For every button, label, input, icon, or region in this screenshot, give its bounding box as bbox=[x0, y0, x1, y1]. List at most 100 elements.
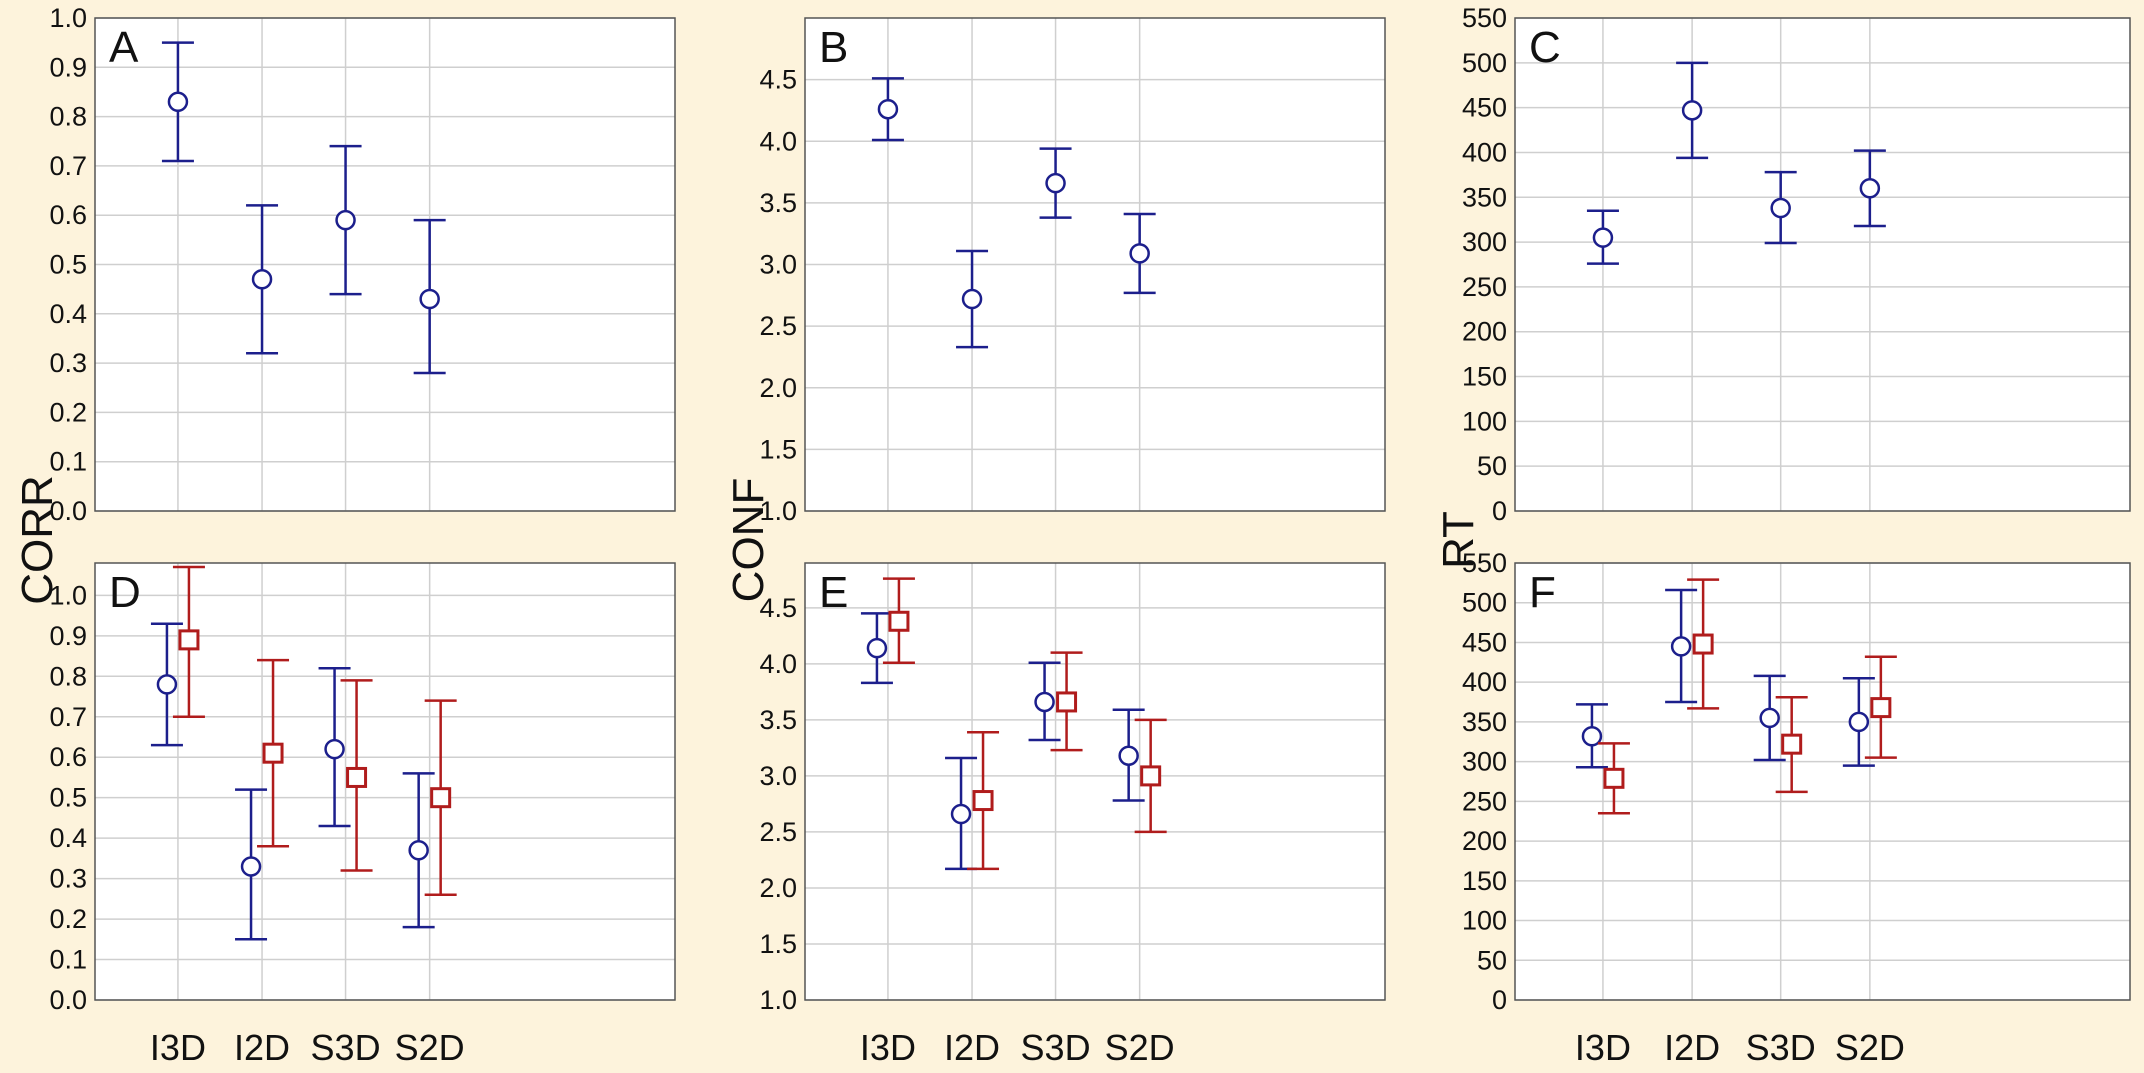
x-tick-label: S2D bbox=[395, 1027, 465, 1068]
plot-frame bbox=[1514, 562, 2131, 1001]
panel-letter: F bbox=[1529, 568, 1556, 617]
mean-point-circle bbox=[961, 288, 983, 310]
y-tick-label: 2.0 bbox=[759, 373, 797, 403]
y-tick-label: 450 bbox=[1462, 93, 1507, 123]
mean-point-circle bbox=[251, 269, 273, 290]
mean-point-circle bbox=[1859, 178, 1881, 199]
plot-area bbox=[95, 563, 675, 1000]
y-tick-label: 0.7 bbox=[49, 702, 87, 732]
mean-point-circle bbox=[324, 738, 345, 760]
mean-point-circle bbox=[950, 803, 972, 825]
y-tick-label: 100 bbox=[1462, 906, 1507, 936]
y-tick-label: 4.5 bbox=[759, 593, 797, 623]
y-tick-label: 0.2 bbox=[49, 397, 87, 427]
y-tick-label: 3.0 bbox=[759, 250, 797, 280]
plot-frame bbox=[1514, 17, 2131, 512]
mean-point-circle bbox=[1681, 100, 1703, 121]
series-square bbox=[172, 565, 457, 897]
y-tick-label: 2.5 bbox=[759, 311, 797, 341]
y-tick-label: 3.0 bbox=[759, 761, 797, 791]
mean-point-square bbox=[888, 610, 910, 632]
y-tick-label: 100 bbox=[1462, 406, 1507, 436]
y-tick-label: 4.0 bbox=[759, 649, 797, 679]
y-tick-label: 0.9 bbox=[49, 621, 87, 651]
mean-point-circle bbox=[1034, 691, 1055, 713]
series-circle bbox=[1586, 61, 1886, 265]
y-tick-label: 0.5 bbox=[49, 250, 87, 280]
series-square bbox=[1597, 578, 1897, 815]
panel-letter: D bbox=[109, 568, 141, 617]
mean-point-circle bbox=[1581, 725, 1603, 747]
mean-point-circle bbox=[866, 637, 888, 659]
y-tick-label: 0.0 bbox=[49, 496, 87, 526]
y-axis-title-conf: CONF bbox=[724, 478, 773, 603]
mean-point-square bbox=[1603, 767, 1625, 789]
y-tick-label: 3.5 bbox=[759, 188, 797, 218]
panel-a: 0.0 0.1 0.2 0.3 0.4 0.5 0.6 0.7 0.8 0.9 1.0 A bbox=[49, 3, 676, 526]
y-axis-title-rt: RT bbox=[1434, 511, 1483, 569]
y-tick-label: 0 bbox=[1492, 985, 1507, 1015]
series-circle bbox=[161, 41, 446, 375]
mean-point-square bbox=[1781, 733, 1803, 755]
y-tick-label: 0.5 bbox=[49, 783, 87, 813]
y-tick-label: 250 bbox=[1462, 786, 1507, 816]
y-tick-label: 300 bbox=[1462, 227, 1507, 257]
x-tick-label: I2D bbox=[944, 1027, 1000, 1068]
y-tick-label: 0.8 bbox=[49, 102, 87, 132]
mean-point-circle bbox=[419, 288, 440, 310]
y-tick-label: 400 bbox=[1462, 137, 1507, 167]
y-tick-label: 450 bbox=[1462, 627, 1507, 657]
panel-letter: B bbox=[819, 23, 848, 72]
panel-e: 1.0 1.5 2.0 2.5 3.0 3.5 4.0 4.5 I3D I2D S3D S2D E bbox=[759, 562, 1386, 1068]
mean-point-circle bbox=[1118, 745, 1139, 766]
y-tick-label: 0.3 bbox=[49, 348, 87, 378]
x-tick-label: S3D bbox=[1746, 1027, 1816, 1068]
y-tick-label: 1.0 bbox=[759, 496, 797, 526]
y-tick-label: 0.9 bbox=[49, 52, 87, 82]
mean-point-circle bbox=[167, 91, 189, 113]
y-tick-label: 150 bbox=[1462, 866, 1507, 896]
y-tick-label: 200 bbox=[1462, 826, 1507, 856]
mean-point-circle bbox=[1045, 172, 1066, 194]
plot-area bbox=[805, 563, 1385, 1000]
y-tick-label: 0 bbox=[1492, 496, 1507, 526]
x-tick-label: I3D bbox=[150, 1027, 206, 1068]
series-circle bbox=[860, 612, 1145, 871]
y-tick-label: 1.0 bbox=[759, 985, 797, 1015]
x-tick-label: I2D bbox=[1664, 1027, 1720, 1068]
y-tick-label: 0.1 bbox=[49, 447, 87, 477]
mean-point-square bbox=[1870, 697, 1892, 719]
x-tick-label: S3D bbox=[311, 1027, 381, 1068]
mean-point-square bbox=[972, 790, 994, 812]
y-tick-label: 350 bbox=[1462, 707, 1507, 737]
y-tick-label: 0.8 bbox=[49, 661, 87, 691]
mean-point-square bbox=[430, 787, 452, 809]
y-tick-label: 3.5 bbox=[759, 705, 797, 735]
y-tick-label: 300 bbox=[1462, 747, 1507, 777]
series-circle bbox=[150, 622, 435, 941]
y-tick-label: 0.4 bbox=[49, 823, 87, 853]
y-tick-label: 0.6 bbox=[49, 742, 87, 772]
y-tick-label: 0.0 bbox=[49, 985, 87, 1015]
mean-point-circle bbox=[1759, 707, 1780, 729]
y-tick-label: 500 bbox=[1462, 48, 1507, 78]
mean-point-circle bbox=[240, 856, 262, 877]
y-tick-label: 4.5 bbox=[759, 65, 797, 95]
mean-point-square bbox=[1056, 691, 1078, 713]
mean-point-circle bbox=[1848, 711, 1870, 733]
mean-point-square bbox=[346, 766, 368, 788]
y-tick-label: 2.0 bbox=[759, 873, 797, 903]
plot-frame bbox=[94, 562, 676, 1001]
series-circle bbox=[1575, 588, 1875, 769]
y-tick-label: 50 bbox=[1477, 945, 1507, 975]
plot-frame bbox=[804, 17, 1386, 512]
y-tick-label: 0.4 bbox=[49, 299, 87, 329]
y-tick-label: 550 bbox=[1462, 3, 1507, 33]
y-tick-label: 1.0 bbox=[49, 3, 87, 33]
panel-d: 0.0 0.1 0.2 0.3 0.4 0.5 0.6 0.7 0.8 0.9 1.0 I3D I2D S… bbox=[49, 562, 676, 1068]
mean-point-circle bbox=[1592, 227, 1614, 248]
panel-letter: C bbox=[1529, 23, 1561, 72]
y-axis-title-corr: CORR bbox=[13, 475, 62, 605]
x-tick-label: I3D bbox=[1575, 1027, 1631, 1068]
